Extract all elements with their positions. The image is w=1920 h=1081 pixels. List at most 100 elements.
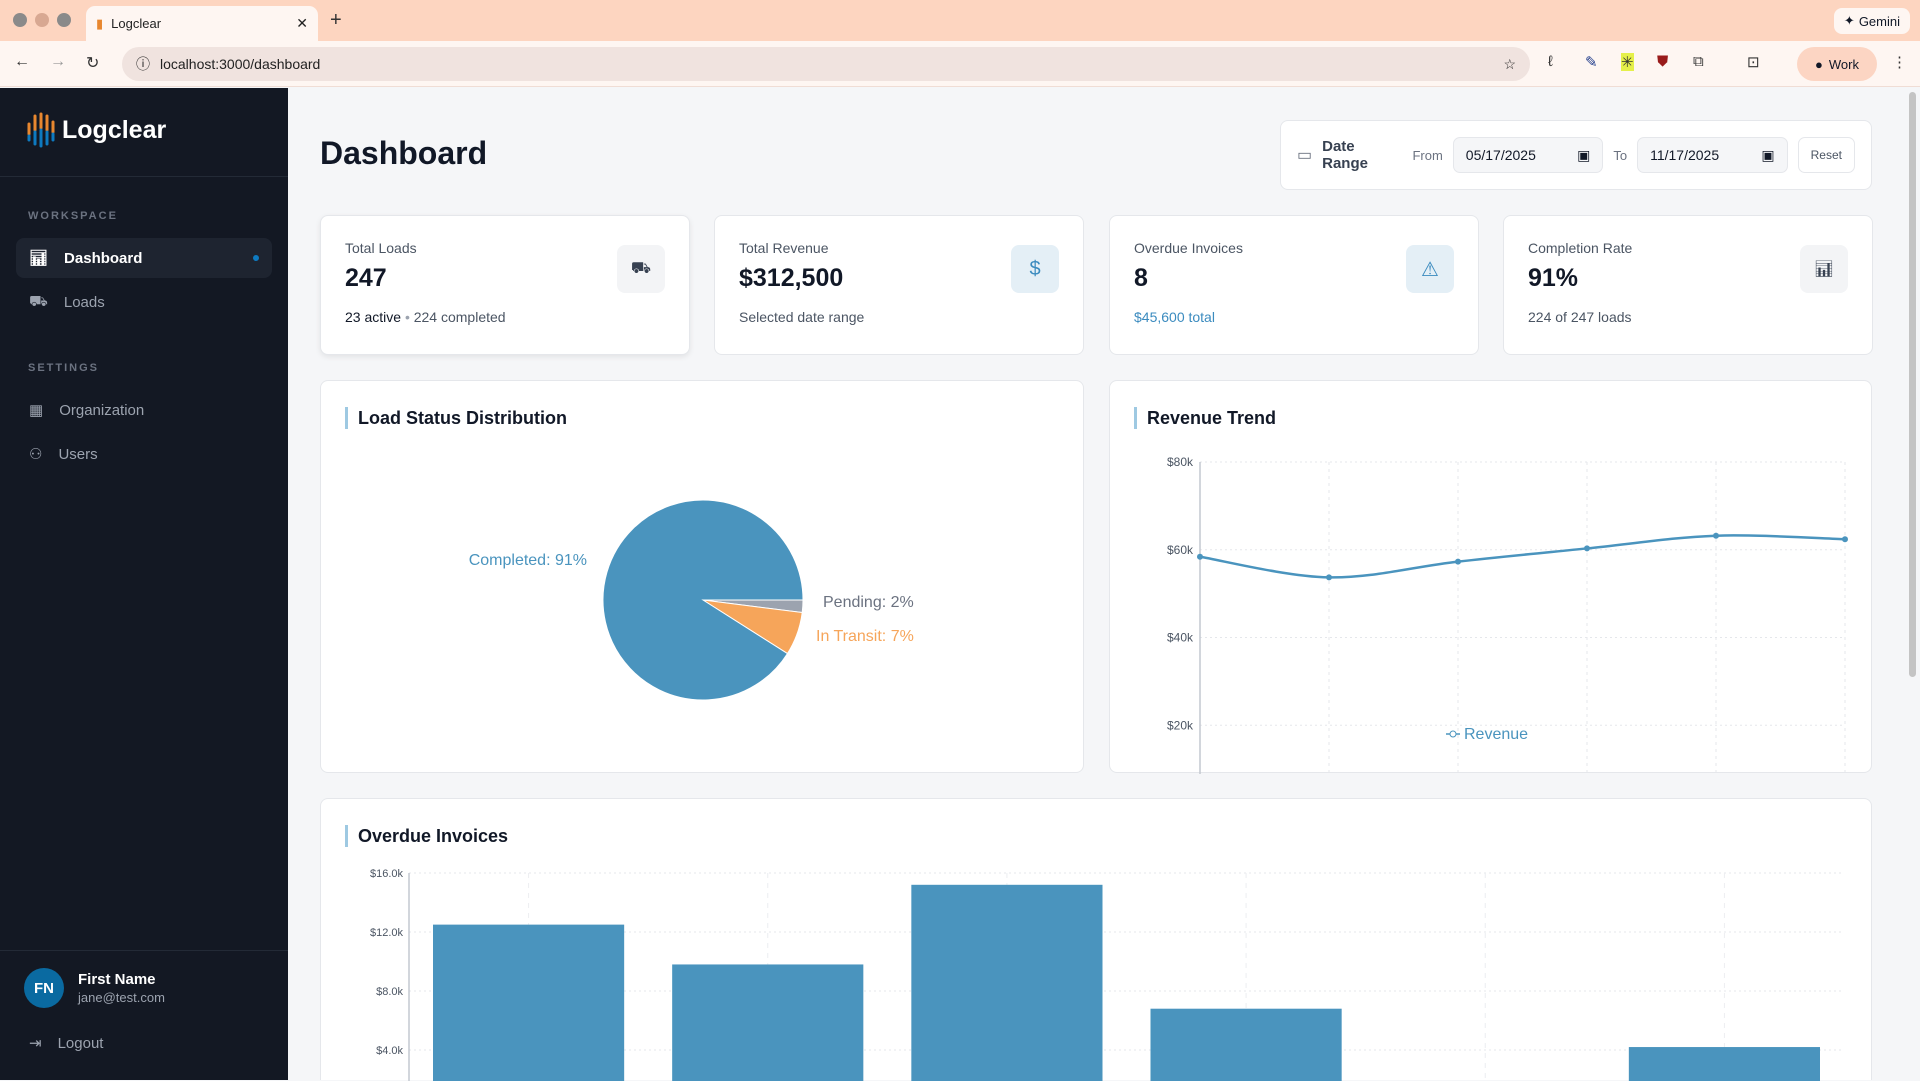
back-icon[interactable]: ← xyxy=(14,53,30,70)
revenue-line xyxy=(1199,534,1846,579)
data-point xyxy=(1842,536,1848,543)
date-range-filter: ▭ Date Range From 05/17/2025 ▣ To 11/17/2… xyxy=(1280,120,1872,190)
logout-label: Logout xyxy=(57,1034,104,1052)
new-tab-button[interactable]: + xyxy=(330,9,342,31)
browser-tab[interactable]: ▮ Logclear ✕ xyxy=(86,6,318,41)
from-date-value: 05/17/2025 xyxy=(1465,147,1536,163)
minimize-window-button[interactable] xyxy=(35,13,49,27)
asterisk-extension-icon[interactable]: ✳ xyxy=(1621,53,1634,71)
close-window-button[interactable] xyxy=(13,13,27,27)
y-tick-label: $20k xyxy=(1167,718,1194,732)
pen-extension-icon[interactable]: ✎ xyxy=(1585,54,1598,71)
stat-title: Overdue Invoices xyxy=(1134,240,1243,256)
sidebar-item-label: Loads xyxy=(63,293,105,311)
legend-label: Revenue xyxy=(1464,726,1528,743)
tab-title: Logclear xyxy=(111,16,162,31)
section-label-workspace: WORKSPACE xyxy=(28,210,118,222)
legend-marker-icon xyxy=(1449,730,1457,738)
pie-label-pending: Pending: 2% xyxy=(823,594,914,611)
bar-chart-icon: 📊︎ xyxy=(29,250,49,267)
tab-search-icon[interactable]: ⊡ xyxy=(1747,54,1760,71)
maximize-window-button[interactable] xyxy=(57,13,71,27)
site-info-icon[interactable]: ⓘ xyxy=(136,56,150,72)
y-tick-label: $60k xyxy=(1167,543,1194,557)
logout-button[interactable]: ⇥ Logout xyxy=(16,1023,272,1063)
brand-logo[interactable]: Logclear xyxy=(26,112,166,148)
y-tick-label: $16.0k xyxy=(370,868,404,880)
data-point xyxy=(1713,532,1719,539)
gemini-icon: ✦ xyxy=(1843,13,1855,28)
pie-label-in-transit: In Transit: 7% xyxy=(816,628,914,645)
browser-toolbar: ← → ↻ ⓘ localhost:3000/dashboard ☆ ℓ ✎ ✳ ⛊… xyxy=(0,41,1920,87)
chart-title: Overdue Invoices xyxy=(345,825,508,847)
profile-button[interactable]: ● Work xyxy=(1797,47,1877,81)
stat-subtext: Selected date range xyxy=(739,309,865,325)
divider xyxy=(0,950,288,951)
completed-count: 224 completed xyxy=(413,309,506,325)
extension-icon[interactable]: ℓ xyxy=(1548,53,1553,70)
active-indicator xyxy=(253,255,259,261)
bar xyxy=(433,924,625,1081)
y-tick-label: $40k xyxy=(1167,631,1194,645)
truck-icon: ⛟ xyxy=(29,292,48,310)
shield-extension-icon[interactable]: ⛊ xyxy=(1657,53,1669,70)
load-status-card: Load Status Distribution Completed: 91% P… xyxy=(320,380,1084,773)
close-tab-icon[interactable]: ✕ xyxy=(296,15,308,31)
stat-title: Total Loads xyxy=(345,240,417,256)
reset-button[interactable]: Reset xyxy=(1797,137,1855,173)
forward-icon[interactable]: → xyxy=(50,53,66,70)
profile-avatar-icon: ● xyxy=(1815,56,1823,72)
to-label: To xyxy=(1613,147,1628,163)
sidebar-item-dashboard[interactable]: 📊︎ Dashboard xyxy=(16,238,272,278)
dollar-icon: $ xyxy=(1011,245,1059,293)
bar-chart: $4.0k $8.0k $12.0k $16.0k xyxy=(370,868,1844,1081)
extensions-puzzle-icon[interactable]: ⧉ xyxy=(1693,53,1704,70)
y-tick-label: $12.0k xyxy=(370,927,404,939)
sidebar-item-users[interactable]: ⚇ Users xyxy=(16,434,272,474)
bar xyxy=(1628,1047,1820,1081)
address-bar[interactable]: ⓘ localhost:3000/dashboard ☆ xyxy=(122,47,1530,81)
calendar-icon: ▭ xyxy=(1297,147,1313,164)
bar xyxy=(672,964,864,1081)
sidebar: Logclear WORKSPACE 📊︎ Dashboard ⛟ Loads SE… xyxy=(0,88,288,1080)
data-point xyxy=(1326,574,1332,581)
data-point xyxy=(1455,558,1461,565)
bookmark-star-icon[interactable]: ☆ xyxy=(1503,55,1516,72)
sidebar-item-loads[interactable]: ⛟ Loads xyxy=(16,282,272,322)
data-point xyxy=(1584,545,1590,552)
y-tick-label: $4.0k xyxy=(376,1045,403,1057)
stat-title: Completion Rate xyxy=(1528,240,1633,256)
avatar: FN xyxy=(24,968,64,1008)
from-date-input[interactable]: 05/17/2025 ▣ xyxy=(1452,137,1604,173)
menu-kebab-icon[interactable]: ⋮ xyxy=(1892,54,1907,71)
stat-card-completion-rate: Completion Rate 91% 224 of 247 loads 📊︎ xyxy=(1503,215,1873,355)
profile-label: Work xyxy=(1828,56,1859,72)
page-scrollbar[interactable] xyxy=(1905,88,1920,1080)
y-tick-label: $8.0k xyxy=(376,986,403,998)
scrollbar-thumb[interactable] xyxy=(1909,92,1916,677)
stat-subtext: 224 of 247 loads xyxy=(1528,309,1632,325)
stat-title: Total Revenue xyxy=(739,240,829,256)
bar-chart-icon: 📊︎ xyxy=(1800,245,1848,293)
brand-name: Logclear xyxy=(62,115,167,144)
user-email: jane@test.com xyxy=(78,990,165,1005)
data-point xyxy=(1197,553,1203,560)
from-label: From xyxy=(1412,147,1443,163)
date-range-label: Date Range xyxy=(1322,138,1368,172)
truck-icon: ⛟ xyxy=(617,245,665,293)
stat-value: 91% xyxy=(1528,264,1579,292)
calendar-picker-icon[interactable]: ▣ xyxy=(1761,146,1775,163)
reload-icon[interactable]: ↻ xyxy=(86,55,100,72)
overdue-total-link[interactable]: $45,600 total xyxy=(1134,309,1215,325)
section-label-settings: SETTINGS xyxy=(28,362,100,374)
user-profile[interactable]: FN First Name jane@test.com xyxy=(24,968,165,1008)
gemini-button[interactable]: ✦ Gemini xyxy=(1833,8,1910,34)
line-chart: $0k$20k$40k$60k$80kJulAugSepOctNovDecRev… xyxy=(1167,455,1848,774)
to-date-input[interactable]: 11/17/2025 ▣ xyxy=(1637,137,1788,173)
stat-card-overdue-invoices: Overdue Invoices 8 $45,600 total ⚠ xyxy=(1109,215,1479,355)
active-count: 23 active xyxy=(345,309,402,325)
sidebar-item-organization[interactable]: ▦ Organization xyxy=(16,390,272,430)
calendar-picker-icon[interactable]: ▣ xyxy=(1577,146,1591,163)
building-icon: ▦ xyxy=(29,402,44,419)
to-date-value: 11/17/2025 xyxy=(1650,147,1720,163)
